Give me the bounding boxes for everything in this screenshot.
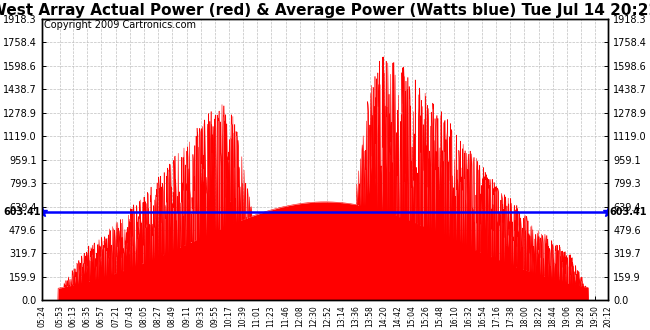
Title: West Array Actual Power (red) & Average Power (Watts blue) Tue Jul 14 20:22: West Array Actual Power (red) & Average … xyxy=(0,3,650,18)
Text: 603.41: 603.41 xyxy=(3,207,41,217)
Text: Copyright 2009 Cartronics.com: Copyright 2009 Cartronics.com xyxy=(44,20,196,30)
Text: 603.41: 603.41 xyxy=(609,207,647,217)
